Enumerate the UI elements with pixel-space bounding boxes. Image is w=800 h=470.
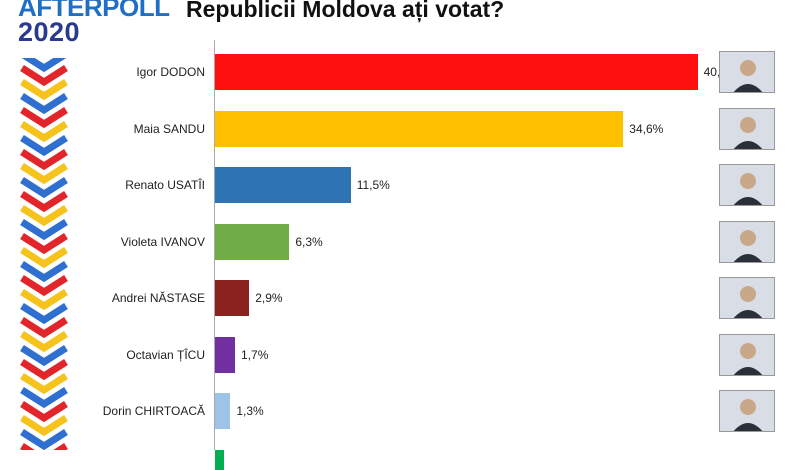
chevron-stripe <box>20 415 68 437</box>
category-label: Igor DODON <box>136 65 205 79</box>
chevron-stripe <box>20 303 68 325</box>
bar <box>215 280 250 316</box>
chevron-stripe <box>20 205 68 227</box>
data-label: 34,6% <box>629 121 664 136</box>
chevron-stripe <box>20 261 68 283</box>
afterpoll-logo: AFTERPOLL 2020 <box>18 0 170 47</box>
chevron-stripe <box>20 163 68 185</box>
portrait-icon <box>719 107 775 150</box>
chevron-decoration-icon <box>20 58 68 450</box>
chevron-stripe <box>20 359 68 381</box>
category-label: Renato USATÎI <box>125 178 205 192</box>
category-label: Andrei NĂSTASE <box>111 291 205 305</box>
category-label: Maia SANDU <box>133 121 205 136</box>
bar <box>215 54 698 90</box>
bar <box>215 223 290 260</box>
chevron-stripe <box>20 247 68 269</box>
bar-partial <box>215 449 224 470</box>
chevron-stripe <box>20 331 68 353</box>
chevron-stripe <box>20 219 68 241</box>
bar <box>215 110 624 147</box>
portrait-icon <box>719 164 775 206</box>
chevron-stripe <box>20 65 68 87</box>
chevron-stripe <box>20 121 68 143</box>
data-label: 11,5% <box>356 178 390 192</box>
category-label: Dorin CHIRTOACĂ <box>102 404 205 418</box>
chevron-stripe <box>20 107 68 129</box>
chevron-stripe <box>20 373 68 395</box>
chevron-stripe <box>20 289 68 311</box>
chevron-stripe <box>20 317 68 339</box>
category-label: Violeta IVANOV <box>120 234 205 249</box>
logo-title: AFTERPOLL <box>18 0 170 22</box>
data-label: 1,7% <box>241 347 269 362</box>
chevron-stripe <box>20 233 68 255</box>
logo-year: 2020 <box>18 17 81 47</box>
chart-axis <box>214 40 215 450</box>
data-label: 6,3% <box>295 234 323 249</box>
chevron-stripe <box>20 177 68 199</box>
chevron-stripe <box>20 387 68 409</box>
category-label: Octavian ȚÎCU <box>126 347 205 362</box>
chevron-stripe <box>20 401 68 423</box>
bar <box>215 393 231 429</box>
chevron-stripe <box>20 275 68 297</box>
chevron-stripe <box>20 191 68 213</box>
portrait-icon <box>719 220 775 263</box>
bar <box>215 336 236 373</box>
bar <box>215 167 351 203</box>
data-label: 1,3% <box>236 404 264 418</box>
chevron-stripe <box>20 345 68 367</box>
portrait-icon <box>719 333 775 376</box>
chevron-stripe <box>20 149 68 171</box>
portrait-icon <box>719 390 775 432</box>
data-label: 2,9% <box>255 291 283 305</box>
page-title: Republicii Moldova ați votat? <box>186 0 505 22</box>
chevron-stripe <box>21 58 67 73</box>
portrait-icon <box>719 277 775 319</box>
chevron-stripe <box>20 79 68 101</box>
chevron-stripe <box>20 135 68 157</box>
chevron-stripe <box>20 93 68 115</box>
chevron-stripe <box>20 429 68 450</box>
portrait-icon <box>719 51 775 93</box>
